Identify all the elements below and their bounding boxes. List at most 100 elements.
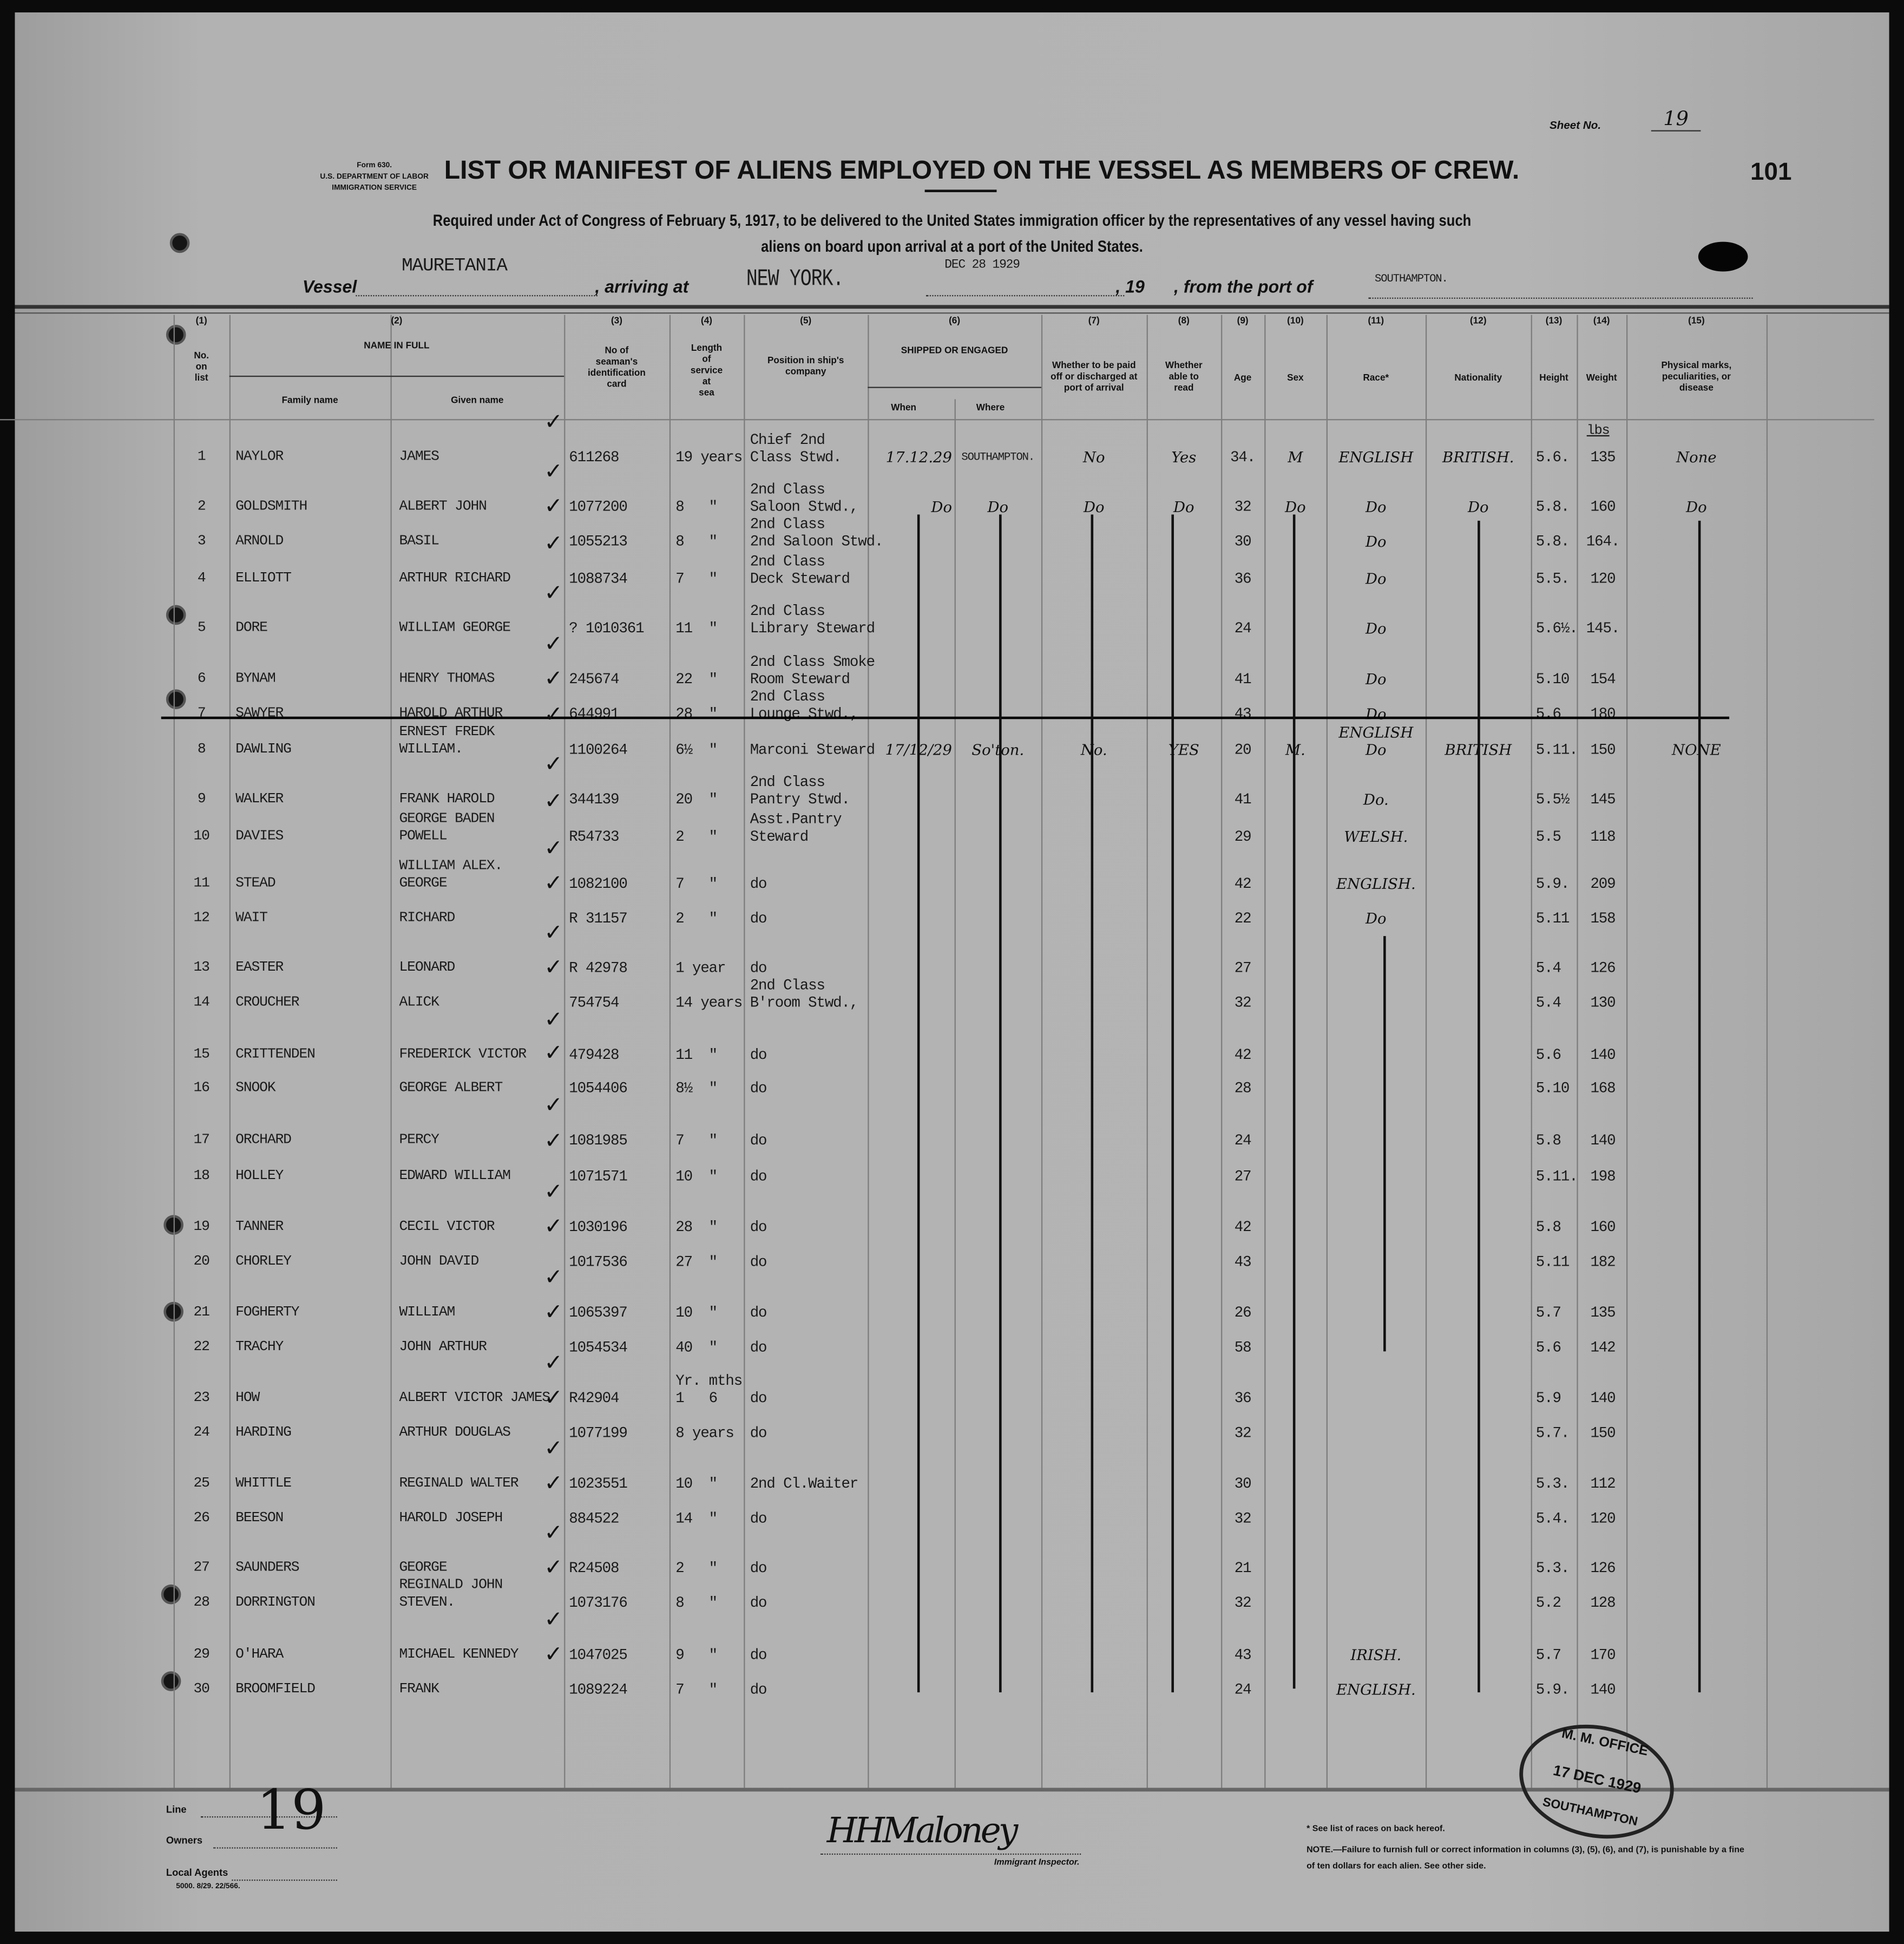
cell-no: 3 bbox=[197, 533, 206, 549]
cell-position: do bbox=[750, 1646, 767, 1664]
column-header-position: Position in ship's company bbox=[767, 354, 844, 377]
cell-given: LEONARD bbox=[399, 959, 456, 976]
ditto-line bbox=[999, 514, 1001, 1693]
cell-weight: 168 bbox=[1590, 1079, 1616, 1097]
cell-id: 1017536 bbox=[569, 1253, 628, 1271]
cell-read: YES bbox=[1168, 741, 1199, 759]
strike-through-line bbox=[161, 716, 1730, 719]
cell-given: ALBERT JOHN bbox=[399, 498, 487, 515]
cell-age: 43 bbox=[1234, 705, 1252, 723]
penalty-note: NOTE.—Failure to furnish full or correct… bbox=[1306, 1846, 1744, 1871]
cell-given: JAMES bbox=[399, 449, 439, 465]
cell-no: 7 bbox=[197, 705, 206, 722]
cell-length: 7 " bbox=[675, 1681, 718, 1699]
check-mark-icon: ✓ bbox=[544, 1436, 563, 1462]
cell-position: do bbox=[750, 1390, 767, 1408]
cell-family: CRITTENDEN bbox=[235, 1046, 316, 1063]
check-mark-icon: ✓ bbox=[544, 1006, 563, 1033]
cell-length: 40 " bbox=[675, 1339, 718, 1357]
column-header-race: Race* bbox=[1363, 372, 1389, 383]
cell-age: 42 bbox=[1234, 875, 1252, 893]
cell-id: 1047025 bbox=[569, 1646, 628, 1664]
header-divider bbox=[0, 419, 1875, 421]
cell-given: HAROLD JOSEPH bbox=[399, 1510, 503, 1527]
cell-sex: M bbox=[1288, 449, 1303, 467]
cell-no: 6 bbox=[197, 670, 206, 687]
cell-family: HOW bbox=[235, 1390, 260, 1406]
cell-height: 5.6 bbox=[1535, 1046, 1561, 1064]
cell-position: do bbox=[750, 1253, 767, 1271]
cell-weight: 158 bbox=[1590, 910, 1616, 928]
column-divider bbox=[1041, 315, 1043, 1788]
column-divider bbox=[390, 315, 392, 1788]
column-header-height: Height bbox=[1539, 372, 1568, 383]
mm-office-stamp: M. M. OFFICE 17 DEC 1929 SOUTHAMPTON bbox=[1508, 1711, 1685, 1853]
year-label: , 19 bbox=[1115, 276, 1145, 297]
column-divider bbox=[1626, 315, 1628, 1788]
column-header-id: No of seaman's identification card bbox=[588, 344, 646, 390]
header-divider bbox=[868, 387, 1041, 388]
cell-age: 42 bbox=[1234, 1046, 1252, 1064]
cell-weight: 118 bbox=[1590, 828, 1616, 846]
cell-age: 34. bbox=[1230, 449, 1256, 467]
cell-length: 9 " bbox=[675, 1646, 718, 1664]
cell-age: 24 bbox=[1234, 1681, 1252, 1699]
cell-length: 8 " bbox=[675, 1594, 718, 1612]
cell-weight: 120 bbox=[1590, 570, 1616, 588]
cell-id: R 42978 bbox=[569, 959, 628, 977]
cell-height: 5.8. bbox=[1535, 498, 1570, 516]
cell-no: 19 bbox=[193, 1219, 210, 1235]
column-header-n6: (6) bbox=[949, 315, 961, 326]
cell-race: IRISH. bbox=[1350, 1646, 1402, 1664]
cell-length: 2 " bbox=[675, 1560, 718, 1578]
cell-position: do bbox=[750, 1560, 767, 1578]
print-code: 5000. 8/29. 22/566. bbox=[176, 1883, 240, 1891]
cell-length: 2 " bbox=[675, 910, 718, 928]
cell-given: PERCY bbox=[399, 1131, 439, 1148]
cell-no: 12 bbox=[193, 910, 210, 926]
column-header-shipped: SHIPPED OR ENGAGED bbox=[901, 344, 1008, 356]
races-note: * See list of races on back hereof. bbox=[1306, 1825, 1445, 1834]
column-divider bbox=[868, 315, 869, 1788]
cell-position: do bbox=[750, 959, 767, 977]
cell-read: Yes bbox=[1171, 449, 1197, 467]
check-mark-icon: ✓ bbox=[544, 493, 563, 520]
cell-paid: Do bbox=[1083, 498, 1105, 516]
cell-length: 14 years bbox=[675, 994, 743, 1012]
cell-height: 5.9. bbox=[1535, 875, 1570, 893]
cell-family: BROOMFIELD bbox=[235, 1681, 316, 1698]
cell-given: FREDERICK VICTOR bbox=[399, 1046, 527, 1063]
column-header-name: NAME IN FULL bbox=[364, 339, 430, 351]
cell-when: 17/12/29 bbox=[870, 742, 952, 759]
cell-id: R 31157 bbox=[569, 910, 628, 928]
check-mark-icon: ✓ bbox=[544, 1641, 563, 1668]
cell-no: 25 bbox=[193, 1475, 210, 1492]
form-block: Form 630. U.S. DEPARTMENT OF LABOR IMMIG… bbox=[306, 161, 443, 195]
column-header-n3: (3) bbox=[610, 315, 622, 326]
date-line bbox=[925, 295, 1125, 297]
title-rule bbox=[924, 189, 997, 192]
cell-height: 5.7 bbox=[1535, 1646, 1561, 1664]
cell-position: Marconi Steward bbox=[750, 741, 875, 759]
check-mark-icon: ✓ bbox=[544, 580, 563, 606]
cell-id: 1077199 bbox=[569, 1424, 628, 1442]
cell-age: 41 bbox=[1234, 791, 1252, 809]
cell-race: WELSH. bbox=[1344, 828, 1408, 846]
column-divider bbox=[1326, 315, 1328, 1788]
arrival-port: NEW YORK. bbox=[746, 265, 844, 293]
cell-position: do bbox=[750, 1304, 767, 1322]
column-header-when: When bbox=[891, 402, 917, 413]
punch-hole bbox=[161, 1671, 181, 1691]
cell-length: 8 " bbox=[675, 533, 718, 551]
department: U.S. DEPARTMENT OF LABOR bbox=[320, 173, 429, 181]
column-divider bbox=[744, 315, 745, 1788]
cell-position: 2nd Class Saloon Stwd., bbox=[750, 481, 859, 516]
ditto-line bbox=[1091, 514, 1093, 1693]
vessel-line bbox=[356, 295, 598, 297]
cell-id: 1073176 bbox=[569, 1594, 628, 1612]
cell-family: DORRINGTON bbox=[235, 1594, 316, 1611]
check-mark-icon: ✓ bbox=[544, 459, 563, 485]
column-header-nationality: Nationality bbox=[1454, 372, 1502, 383]
check-mark-icon: ✓ bbox=[544, 1040, 563, 1066]
punch-hole bbox=[166, 689, 186, 709]
